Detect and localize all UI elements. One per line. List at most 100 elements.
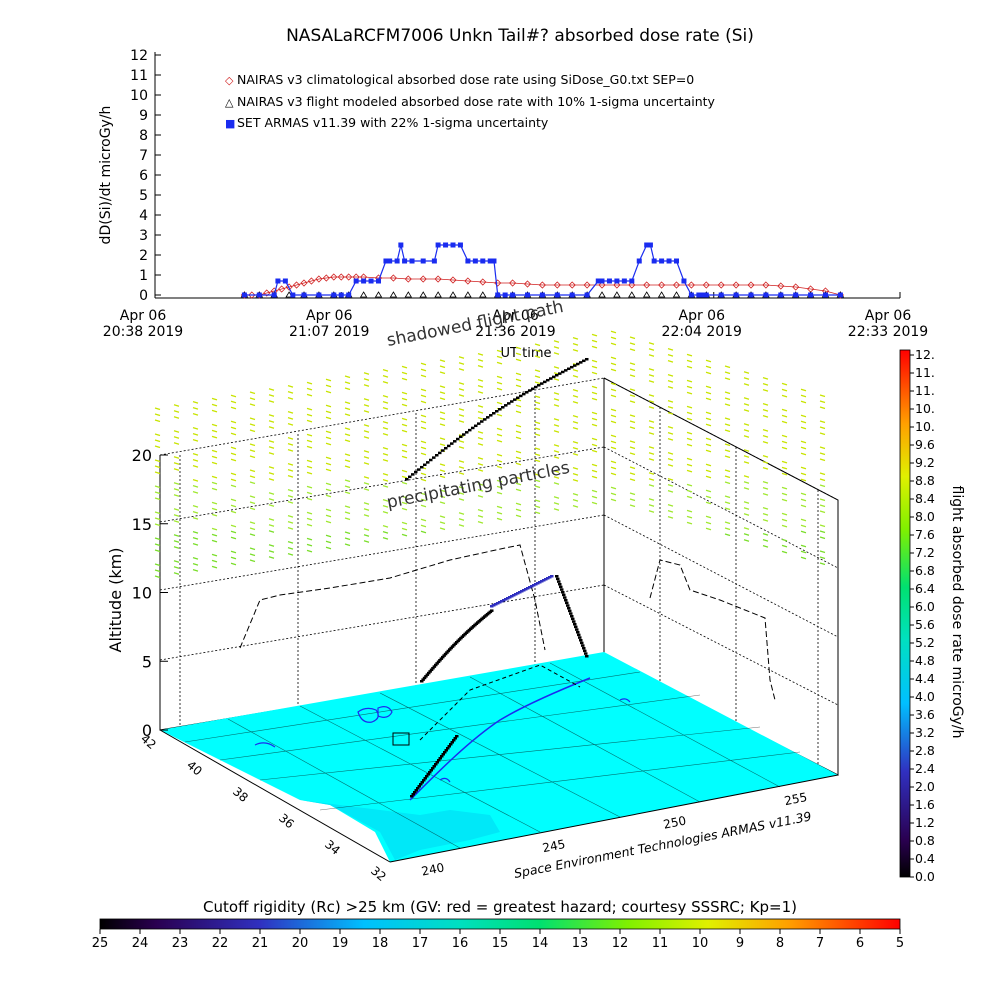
- particle-dash-515: [610, 420, 617, 424]
- series-point-0-19: [404, 275, 412, 283]
- particle-dash-499: [591, 469, 598, 473]
- flight-dot-a-23: [452, 643, 456, 647]
- shadow-dot-20: [465, 431, 469, 434]
- particle-dash-232: [363, 378, 370, 381]
- particle-dash-254: [382, 380, 389, 384]
- particle-dash-351: [458, 486, 465, 489]
- particle-dash-390: [496, 453, 503, 457]
- z-tick-label-1: 5: [142, 652, 152, 671]
- series-point-2-35: [525, 292, 530, 298]
- flight-dot-d-12: [428, 771, 432, 774]
- particle-dash-162: [287, 514, 294, 518]
- particle-dash-205: [325, 514, 332, 518]
- particle-dash-455: [553, 456, 560, 459]
- particle-dash-154: [287, 442, 294, 446]
- cbr-tick-label-2: 11.: [915, 383, 935, 398]
- particle-dash-332: [439, 501, 446, 505]
- particle-dash-327: [439, 463, 446, 467]
- particle-dash-405: [515, 398, 522, 402]
- particle-dash-646: [724, 501, 731, 505]
- shadow-dot-60: [585, 357, 589, 361]
- particle-dash-246: [363, 502, 370, 505]
- flight-dot-c-30: [585, 655, 589, 658]
- particle-dash-172: [306, 413, 313, 417]
- series-point-2-47: [644, 242, 650, 248]
- particle-dash-552: [648, 394, 655, 397]
- flight-dot-c-26: [581, 644, 585, 647]
- cbr-tick-label-27: 0.8: [915, 833, 935, 848]
- series-point-2-66: [837, 292, 843, 298]
- particle-dash-678: [762, 428, 769, 432]
- shadow-dot-57: [576, 362, 580, 366]
- particle-dash-36: [173, 534, 180, 537]
- series-point-1-14: [449, 291, 457, 298]
- particle-dash-321: [439, 411, 446, 415]
- shadow-dot-23: [474, 424, 478, 428]
- flight-dot-b-1: [492, 604, 496, 607]
- series-point-1-13: [434, 291, 442, 298]
- particle-dash-40: [173, 566, 180, 569]
- particle-dash-340: [458, 388, 465, 391]
- series-point-2-19: [402, 258, 408, 264]
- series-point-1-29: [672, 291, 681, 298]
- particle-dash-383: [496, 387, 503, 391]
- flight-dot-c-28: [583, 649, 587, 653]
- particle-dash-85: [230, 400, 237, 404]
- series-point-0-12: [330, 273, 338, 281]
- particle-dash-540: [629, 466, 636, 470]
- particle-dash-342: [458, 408, 465, 411]
- series-point-2-53: [681, 278, 687, 284]
- particle-dash-479: [572, 478, 579, 482]
- particle-dash-731: [800, 530, 807, 534]
- series-point-0-20: [419, 275, 427, 283]
- y-tick-label-1: 1: [139, 268, 148, 284]
- flight-dot-a-9: [432, 665, 437, 668]
- flight-dot-d-22: [443, 751, 447, 754]
- particle-dash-546: [648, 342, 655, 345]
- z-tick-label-3: 15: [132, 515, 152, 534]
- flight-dot-a-31: [463, 632, 467, 636]
- particle-dash-158: [287, 474, 294, 478]
- flight-dot-b-22: [534, 583, 538, 586]
- particle-dash-244: [363, 482, 370, 485]
- particle-dash-572: [667, 385, 674, 389]
- particle-dash-268: [382, 504, 389, 508]
- particle-dash-657: [743, 423, 750, 426]
- particle-dash-310: [420, 498, 427, 502]
- particle-dash-197: [325, 442, 332, 446]
- cbr-tick-label-9: 8.0: [915, 509, 935, 524]
- particle-dash-66: [211, 423, 218, 427]
- particle-dash-265: [382, 478, 389, 482]
- particle-dash-412: [515, 456, 522, 460]
- particle-dash-229: [344, 537, 351, 541]
- particle-dash-682: [762, 460, 769, 464]
- flight-dot-c-5: [560, 588, 564, 591]
- particle-dash-532: [629, 394, 636, 398]
- particle-dash-585: [667, 503, 674, 507]
- particle-dash-73: [211, 481, 218, 485]
- particle-dash-320: [439, 397, 446, 401]
- particle-dash-554: [648, 406, 655, 409]
- particle-dash-108: [249, 417, 256, 421]
- particle-dash-213: [344, 401, 351, 405]
- particle-dash-726: [800, 492, 807, 496]
- particle-dash-50: [192, 464, 199, 468]
- particle-dash-242: [363, 462, 370, 465]
- series-point-0-32: [598, 281, 606, 289]
- flight-dot-b-10: [510, 595, 514, 598]
- particle-dash-511: [610, 388, 617, 392]
- particle-dash-286: [401, 475, 408, 479]
- particle-dash-218: [344, 439, 351, 443]
- particle-dash-251: [363, 540, 370, 543]
- y-tick-label-12: 12: [130, 48, 148, 64]
- particle-dash-419: [515, 514, 522, 518]
- flight-dot-a-24: [453, 642, 458, 645]
- particle-dash-497: [591, 449, 598, 453]
- particle-dash-601: [686, 463, 693, 467]
- particle-dash-708: [781, 512, 788, 516]
- particle-dash-143: [268, 530, 275, 533]
- particle-dash-691: [762, 538, 769, 542]
- series-point-2-18: [398, 242, 404, 248]
- series-point-2-20: [409, 258, 415, 264]
